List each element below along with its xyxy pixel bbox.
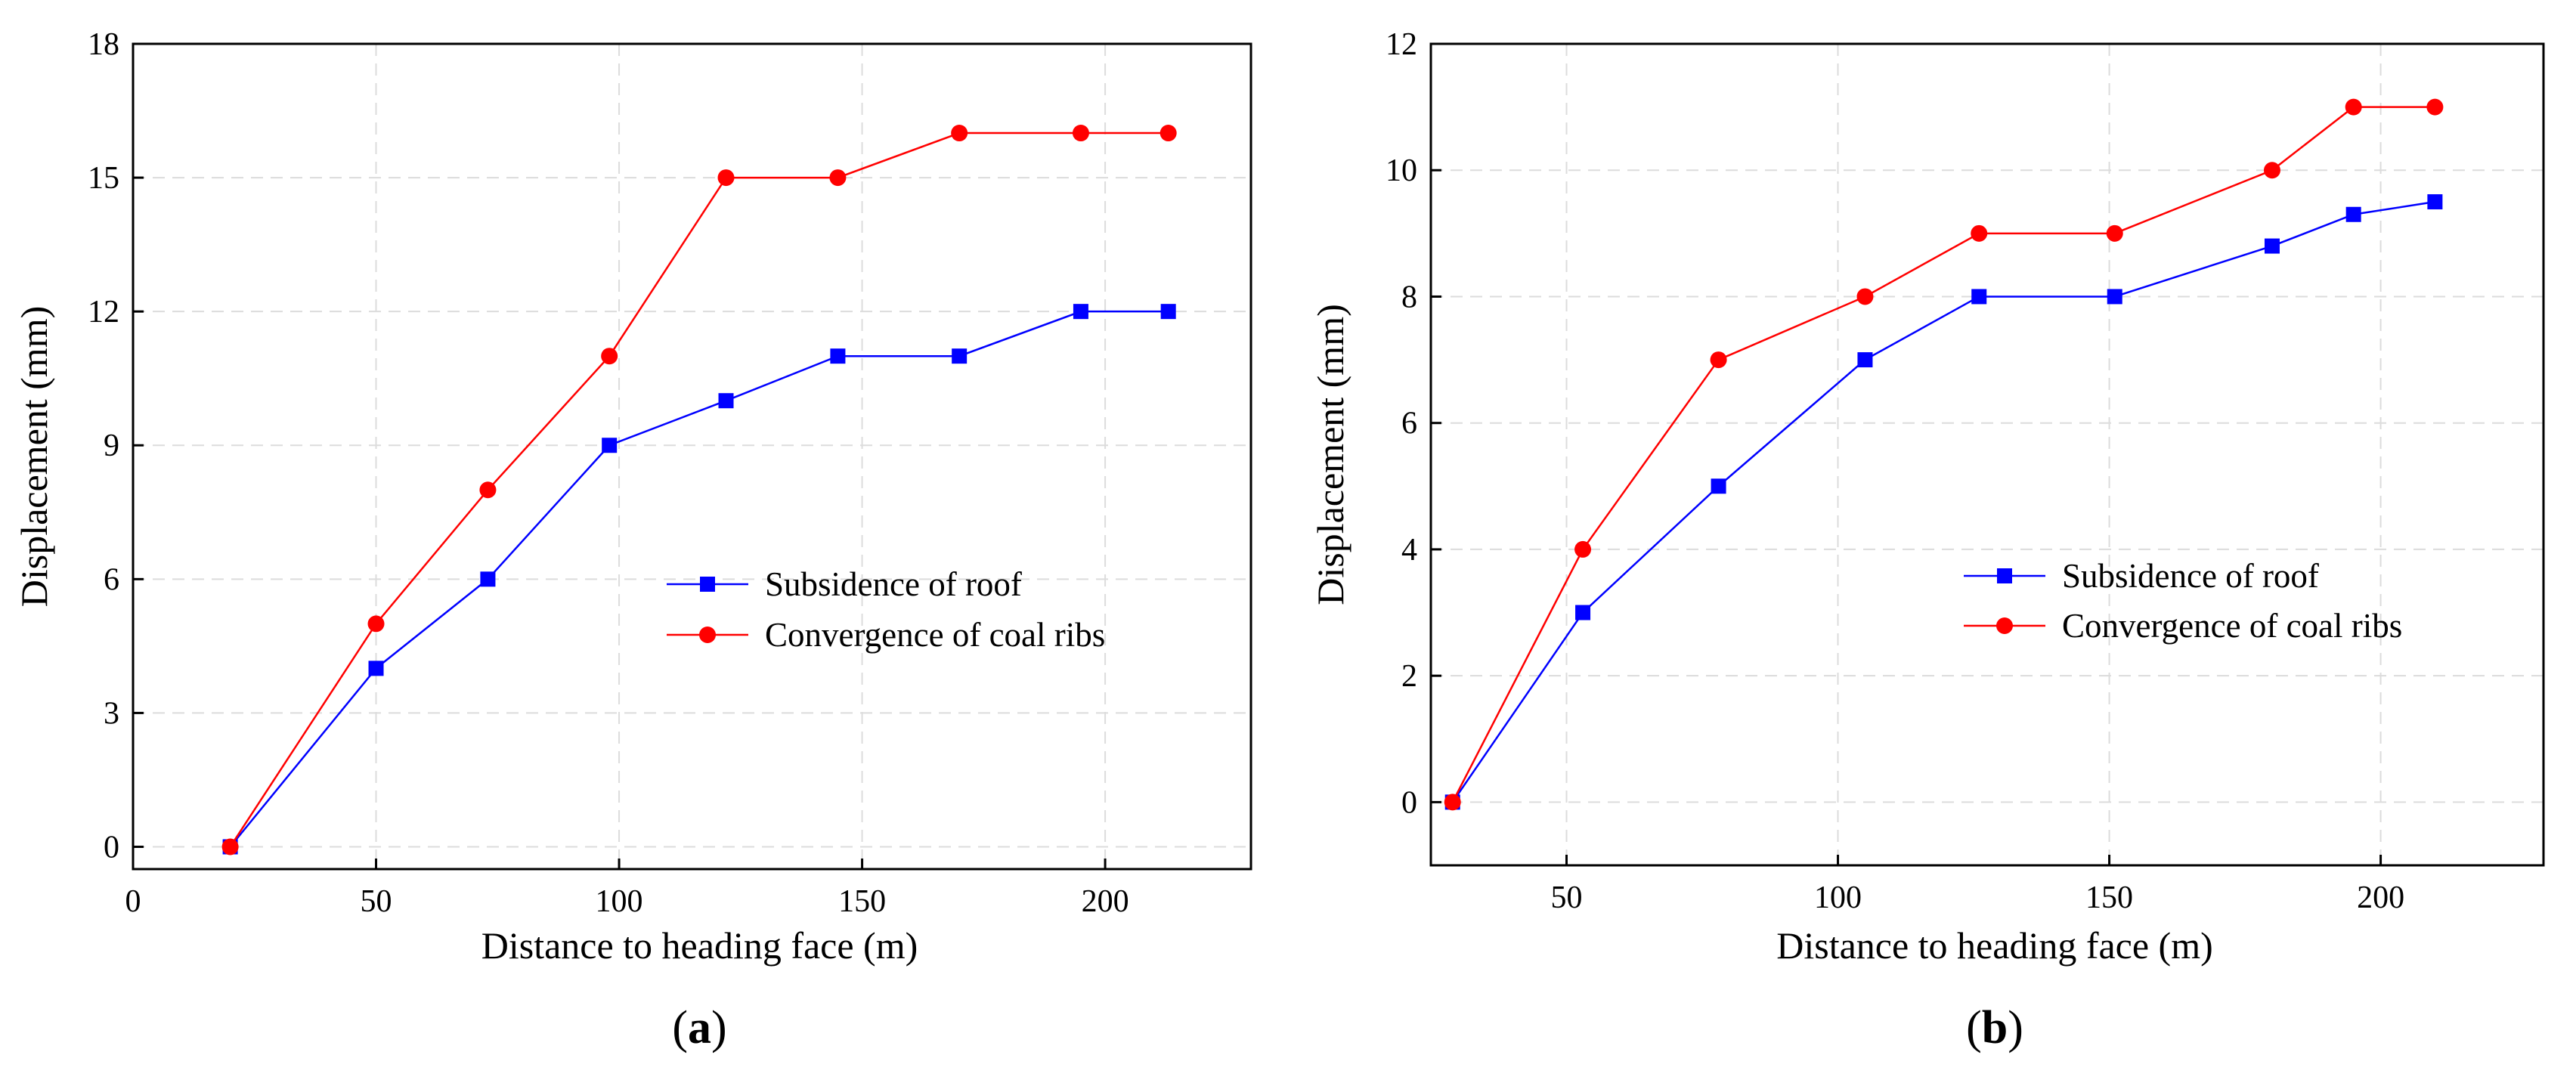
legend-marker-square (1997, 568, 2012, 583)
data-point-square (1711, 478, 1726, 494)
legend-label: Subsidence of roof (765, 565, 1022, 603)
series-line-rib-convergence (1451, 106, 2435, 803)
data-point-square (602, 438, 618, 453)
x-tick-label: 150 (838, 884, 886, 919)
legend-marker-square (700, 577, 715, 592)
data-point-square (1575, 605, 1591, 620)
data-point-square (2427, 194, 2443, 210)
legend-label: Convergence of coal ribs (765, 616, 1105, 654)
x-tick-label: 100 (596, 884, 643, 919)
data-point-circle (1574, 540, 1592, 558)
data-point-square (952, 348, 968, 364)
data-point-circle (1710, 351, 1727, 369)
chart-panel-a: 0 50 100 150 200 0 3 6 9 12 15 18 Distance to headin… (13, 27, 1252, 1054)
data-point-circle (2263, 162, 2280, 179)
y-tick-label: 10 (1386, 153, 1417, 188)
x-axis-label: Distance to heading face (m) (1776, 924, 2213, 967)
y-tick-label: 2 (1401, 659, 1417, 694)
x-tick-label: 0 (125, 884, 141, 919)
data-point-circle (1856, 288, 1874, 305)
panel-label: (a) (672, 1002, 726, 1054)
y-tick-label: 15 (88, 161, 119, 196)
x-tick-label: 100 (1814, 880, 1862, 915)
y-tick-label: 6 (104, 562, 119, 597)
data-point-circle (2345, 98, 2362, 116)
data-point-square (2264, 238, 2280, 254)
y-tick-label: 6 (1401, 407, 1417, 441)
y-tick-label: 4 (1401, 533, 1417, 568)
legend-label: Convergence of coal ribs (2062, 607, 2402, 645)
data-point-circle (829, 169, 847, 187)
y-tick-label: 18 (88, 27, 119, 62)
data-point-square (1857, 352, 1873, 368)
chart-panel-b: 50 100 150 200 0 2 4 6 8 10 12 Distance to heading … (1309, 27, 2545, 1054)
data-point-square (2345, 206, 2361, 222)
data-point-circle (601, 348, 618, 365)
x-tick-label: 200 (2357, 880, 2404, 915)
plot-frame (132, 42, 1252, 871)
y-axis-label: Displacement (mm) (1309, 304, 1351, 605)
data-point-square (830, 348, 846, 364)
data-point-circle (479, 481, 497, 499)
x-tick-label: 200 (1082, 884, 1129, 919)
data-point-circle (2106, 224, 2123, 242)
legend-label: Subsidence of roof (2062, 557, 2319, 595)
series-line-roof-subsidence (1451, 200, 2435, 803)
x-tick-label: 150 (2085, 880, 2133, 915)
y-axis-label: Displacement (mm) (13, 306, 55, 608)
y-tick-label: 12 (1386, 27, 1417, 62)
data-point-circle (2426, 98, 2444, 116)
data-point-square (368, 661, 384, 676)
data-point-square (2107, 289, 2122, 305)
data-point-circle (1971, 224, 1988, 242)
plot-frame (1429, 42, 2545, 867)
data-point-circle (367, 615, 385, 633)
data-point-circle (221, 838, 239, 855)
data-point-square (1073, 304, 1088, 320)
y-tick-label: 9 (104, 429, 119, 463)
panel-label: (b) (1966, 1002, 2023, 1054)
data-point-circle (951, 125, 968, 142)
data-point-circle (1160, 125, 1177, 142)
x-tick-label: 50 (361, 884, 392, 919)
y-tick-label: 0 (1401, 785, 1417, 820)
data-point-circle (1072, 125, 1089, 142)
data-point-square (1971, 289, 1987, 305)
data-point-circle (1444, 794, 1461, 811)
x-axis-label: Distance to heading face (m) (481, 924, 918, 967)
data-point-square (718, 393, 734, 409)
x-tick-label: 50 (1551, 880, 1583, 915)
data-point-circle (717, 169, 735, 187)
series-line-rib-convergence (229, 131, 1169, 848)
data-point-square (480, 571, 496, 587)
legend-marker-circle (1996, 617, 2013, 634)
y-tick-label: 0 (104, 830, 119, 865)
y-tick-label: 3 (104, 696, 119, 731)
y-tick-label: 8 (1401, 280, 1417, 314)
legend-marker-circle (699, 627, 716, 643)
data-point-square (1160, 304, 1176, 320)
y-tick-label: 12 (88, 295, 119, 330)
